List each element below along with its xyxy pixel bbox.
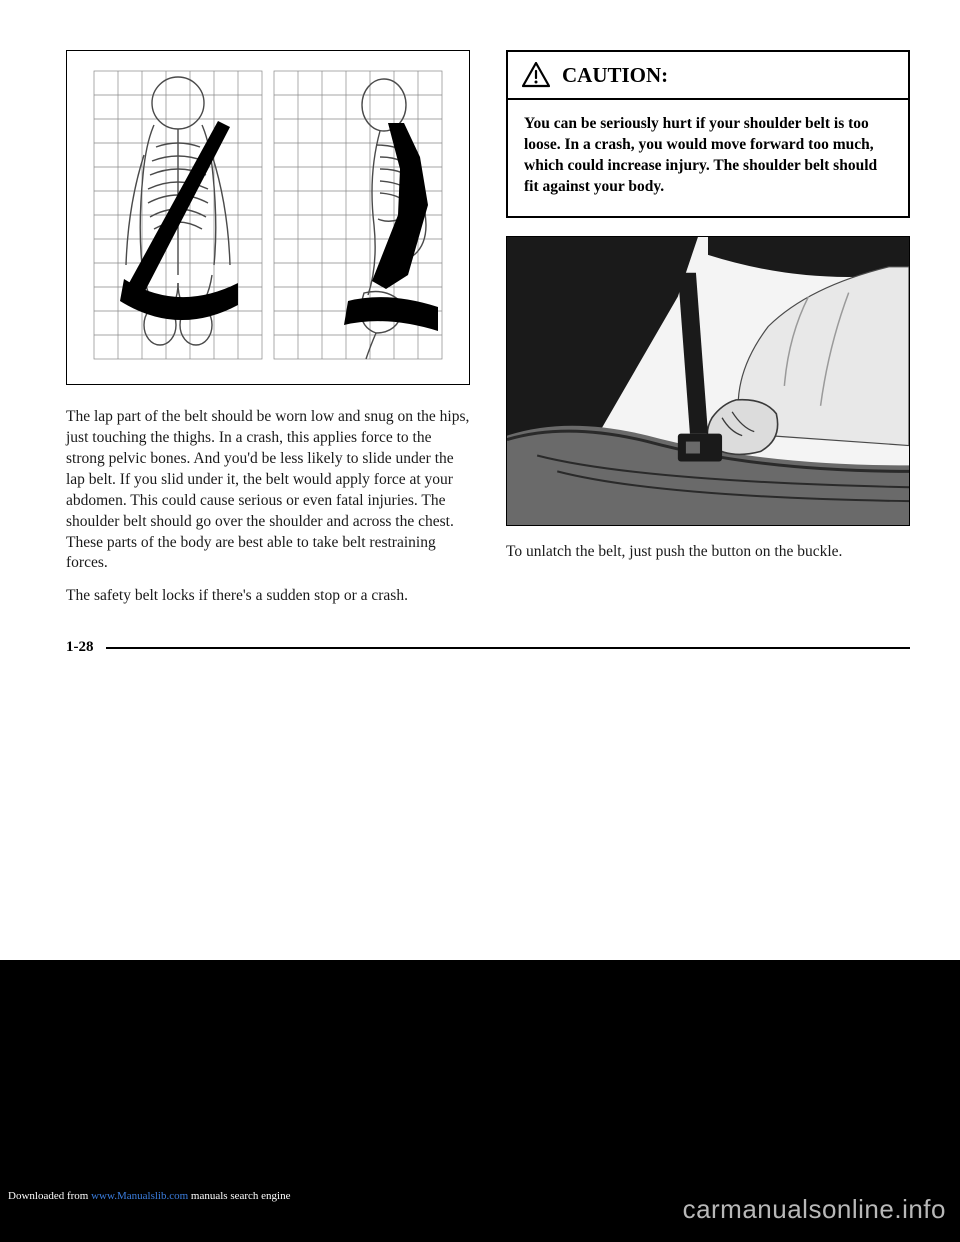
skeleton-figure-frame xyxy=(66,50,470,385)
skeleton-seatbelt-illustration xyxy=(79,65,457,365)
buckle-release-illustration xyxy=(506,236,910,526)
bottom-black-strip: Downloaded from www.Manualslib.com manua… xyxy=(0,960,960,1242)
page-footer: 1-28 xyxy=(66,639,910,656)
caution-header: CAUTION: xyxy=(508,52,908,100)
right-column: CAUTION: You can be seriously hurt if yo… xyxy=(506,50,910,619)
body-text-block: The lap part of the belt should be worn … xyxy=(66,407,470,619)
watermark-text: carmanualsonline.info xyxy=(683,1194,946,1225)
footer-rule xyxy=(106,647,911,649)
download-prefix: Downloaded from xyxy=(8,1190,91,1202)
page-number: 1-28 xyxy=(66,639,106,656)
manual-page: The lap part of the belt should be worn … xyxy=(0,0,960,960)
download-source-text: Downloaded from www.Manualslib.com manua… xyxy=(0,1190,290,1202)
paragraph-belt-locks: The safety belt locks if there's a sudde… xyxy=(66,586,470,607)
download-suffix: manuals search engine xyxy=(188,1190,290,1202)
unlatch-caption: To unlatch the belt, just push the butto… xyxy=(506,542,910,563)
caution-body-text: You can be seriously hurt if your should… xyxy=(508,100,908,216)
caution-box: CAUTION: You can be seriously hurt if yo… xyxy=(506,50,910,218)
paragraph-belt-position: The lap part of the belt should be worn … xyxy=(66,407,470,574)
caution-title: CAUTION: xyxy=(562,63,668,88)
two-column-layout: The lap part of the belt should be worn … xyxy=(66,50,910,619)
warning-triangle-icon xyxy=(522,62,550,88)
left-column: The lap part of the belt should be worn … xyxy=(66,50,470,619)
download-link[interactable]: www.Manualslib.com xyxy=(91,1190,188,1202)
